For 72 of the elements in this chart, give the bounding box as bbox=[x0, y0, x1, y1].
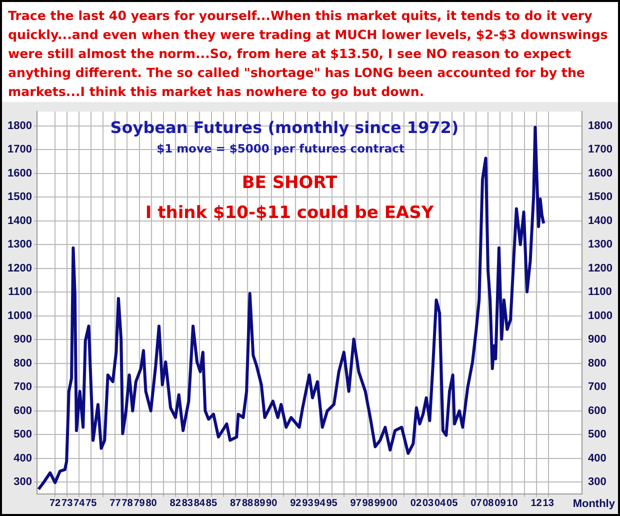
y-tick-label: 1600 bbox=[8, 167, 32, 180]
x-tick-label: 72 bbox=[49, 498, 62, 509]
x-tick-label: 73 bbox=[62, 498, 74, 509]
y2-tick-label: 1500 bbox=[588, 191, 612, 204]
x-tick-label: 04 bbox=[434, 498, 446, 509]
y-tick-label: 1700 bbox=[8, 144, 32, 156]
x-tick-label: 08 bbox=[482, 498, 494, 509]
y2-tick-label: 1000 bbox=[588, 310, 612, 322]
y-tick-label: 800 bbox=[14, 357, 32, 370]
x-tick-label: 79 bbox=[134, 498, 146, 509]
x-tick-label: 82 bbox=[170, 498, 182, 509]
y-tick-label: 700 bbox=[14, 381, 32, 394]
y2-tick-label: 900 bbox=[588, 334, 606, 346]
x-tick-label: 78 bbox=[122, 498, 134, 509]
y2-tick-label: 600 bbox=[588, 404, 606, 417]
y2-tick-label: 1100 bbox=[588, 286, 612, 298]
y-tick-label: 900 bbox=[14, 334, 32, 346]
y-tick-label: 1200 bbox=[8, 262, 32, 274]
y2-tick-label: 1400 bbox=[588, 214, 612, 227]
y-tick-label: 400 bbox=[14, 452, 32, 464]
x-tick-label: 05 bbox=[446, 498, 458, 509]
x-tick-label: 13 bbox=[542, 498, 554, 509]
y-tick-label: 1800 bbox=[8, 120, 32, 132]
text: Monthly bbox=[572, 498, 616, 510]
y2-tick-label: 500 bbox=[588, 428, 606, 441]
x-tick-label: 74 bbox=[74, 498, 86, 509]
x-tick-label: 07 bbox=[470, 498, 482, 509]
y-tick-label: 1400 bbox=[8, 214, 32, 227]
y-tick-label: 1100 bbox=[8, 286, 32, 298]
x-tick-label: 77 bbox=[110, 498, 122, 509]
x-tick-label: 88 bbox=[242, 498, 254, 509]
x-tick-label: 97 bbox=[350, 498, 362, 509]
y2-tick-label: 1600 bbox=[588, 167, 612, 180]
x-tick-label: 83 bbox=[182, 498, 194, 509]
text: Trace the last 40 years for yourself...When this market quits, it tends to do it very quickly...and even when they were trading at MUCH lower levels, $2-$3 downswings were still almost the norm...So, from here at $13.50, I see NO reason to expect anything different. The so called "shortage" has LONG been accounted for by the markets...I think this market has nowhere to go but down. bbox=[2, 2, 618, 102]
y2-tick-label: 400 bbox=[588, 452, 606, 464]
y-tick-label: 1500 bbox=[8, 191, 32, 204]
y-tick-label: 1000 bbox=[8, 310, 32, 322]
x-tick-label: 02 bbox=[410, 498, 422, 509]
y2-tick-label: 300 bbox=[588, 476, 606, 488]
x-tick-label: 94 bbox=[314, 498, 326, 509]
y2-tick-label: 1300 bbox=[588, 238, 612, 251]
x-tick-label: 10 bbox=[506, 498, 518, 509]
x-tick-label: 80 bbox=[146, 498, 158, 509]
text: $1 move = $5000 per futures contract bbox=[156, 142, 405, 156]
x-tick-label: 93 bbox=[302, 498, 314, 509]
x-tick-label: 87 bbox=[230, 498, 242, 509]
y2-tick-label: 700 bbox=[588, 381, 606, 394]
x-tick-label: 92 bbox=[290, 498, 302, 509]
y2-tick-label: 800 bbox=[588, 357, 606, 370]
y-tick-label: 500 bbox=[14, 428, 32, 441]
x-tick-label: 85 bbox=[206, 498, 218, 509]
x-tick-label: 84 bbox=[194, 498, 206, 509]
y2-tick-label: 1200 bbox=[588, 262, 612, 274]
x-tick-label: 09 bbox=[494, 498, 506, 509]
y2-tick-label: 1700 bbox=[588, 144, 612, 156]
x-tick-label: 00 bbox=[386, 498, 398, 509]
x-tick-label: 75 bbox=[86, 498, 98, 509]
annotation: BE SHORT bbox=[242, 173, 338, 194]
y-tick-label: 1300 bbox=[8, 238, 32, 251]
x-tick-label: 98 bbox=[362, 498, 374, 509]
x-tick-label: 99 bbox=[374, 498, 386, 509]
y-tick-label: 300 bbox=[14, 476, 32, 488]
annotation: I think $10-$11 could be EASY bbox=[145, 203, 434, 224]
x-tick-label: 90 bbox=[266, 498, 278, 509]
x-tick-label: 03 bbox=[422, 498, 434, 509]
x-tick-label: 12 bbox=[530, 498, 542, 509]
x-tick-label: 89 bbox=[254, 498, 266, 509]
chart-title: Soybean Futures (monthly since 1972) bbox=[110, 118, 459, 137]
y-tick-label: 600 bbox=[14, 404, 32, 417]
y2-tick-label: 1800 bbox=[588, 120, 612, 132]
x-tick-label: 95 bbox=[326, 498, 338, 509]
